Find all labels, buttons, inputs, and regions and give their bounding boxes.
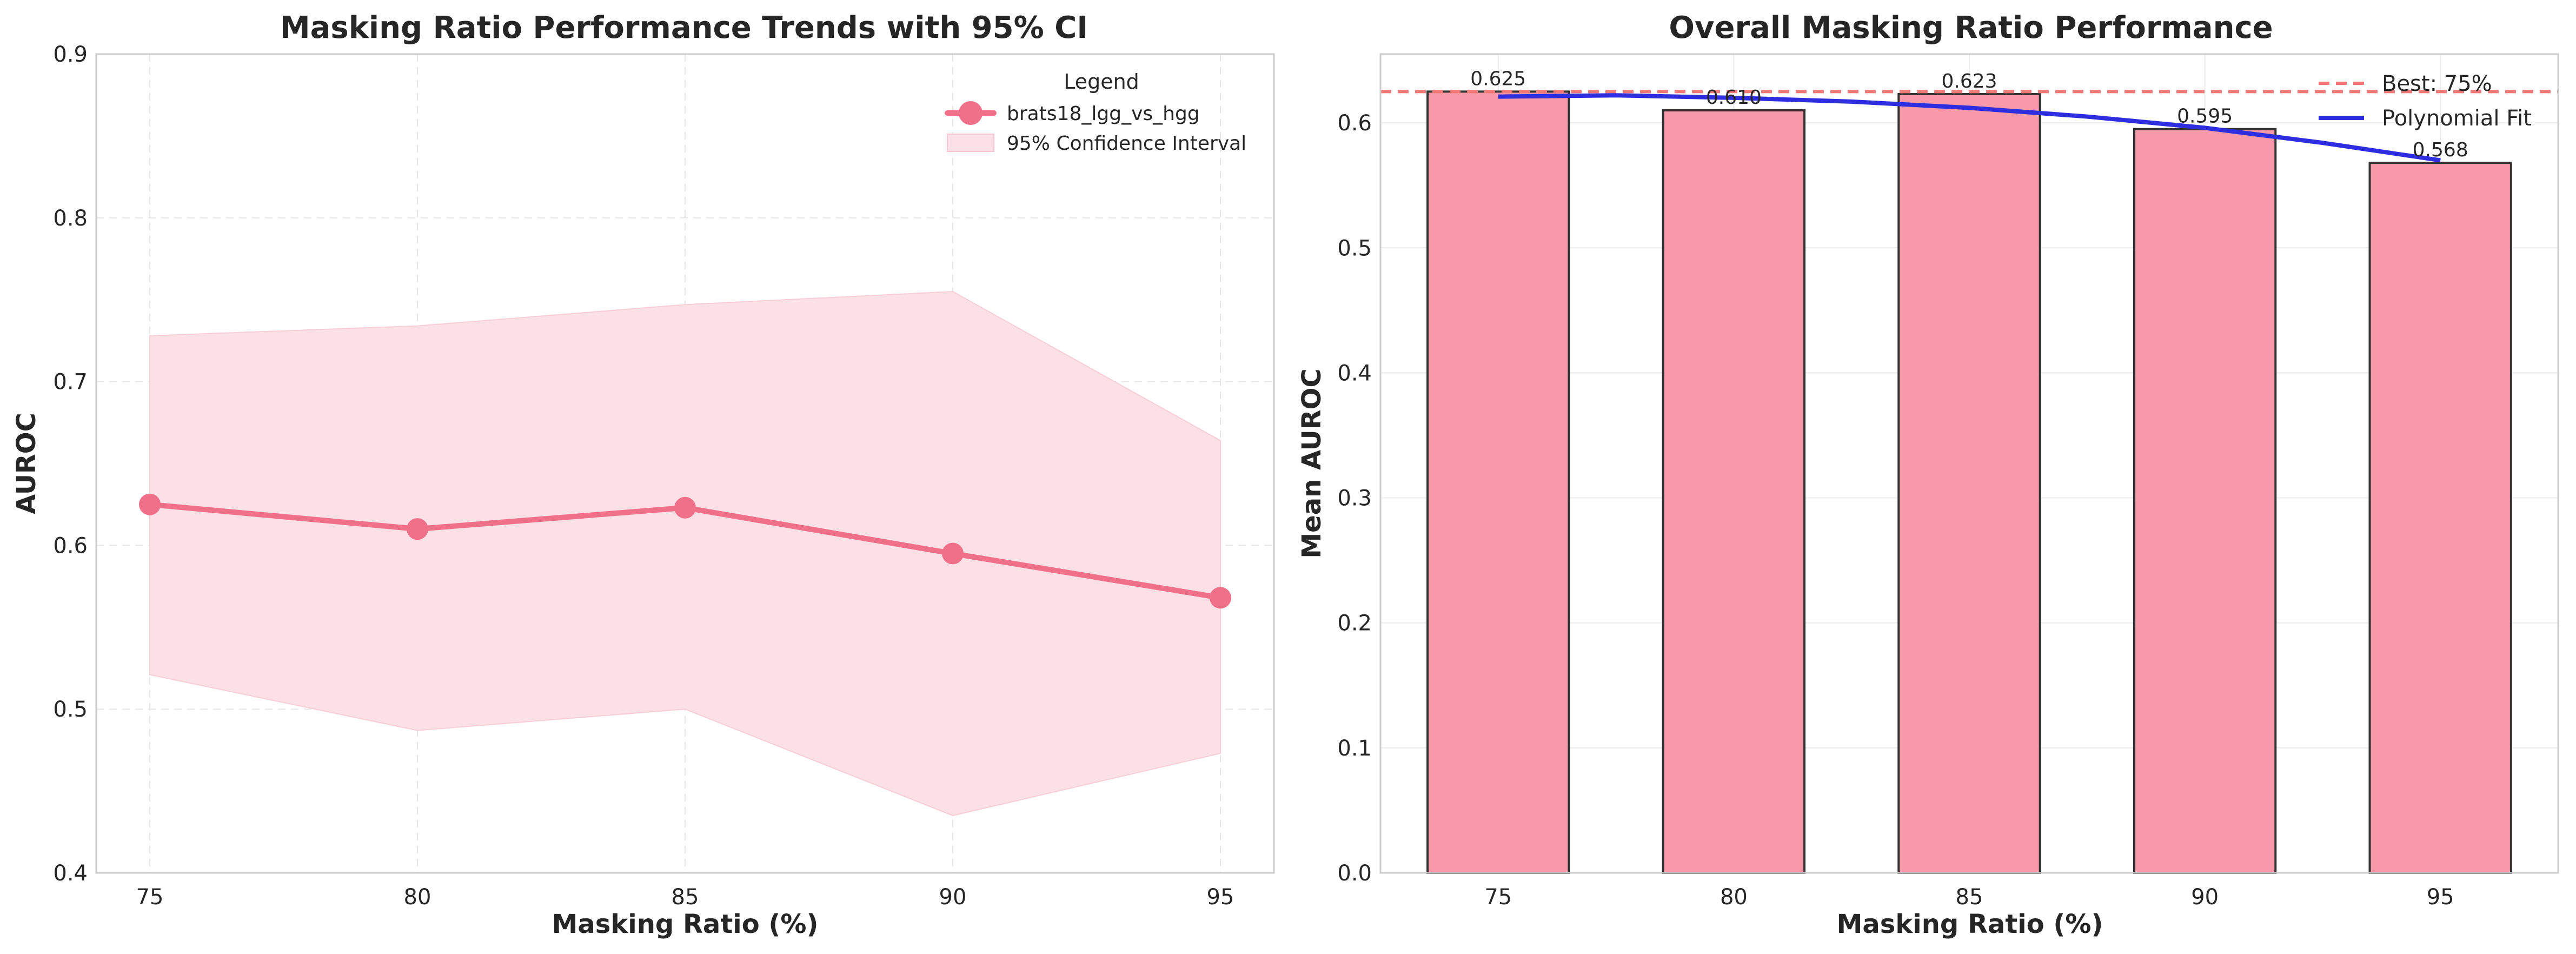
left-legend-ci-swatch [947, 134, 994, 152]
left-y-tick-label: 0.8 [53, 206, 88, 231]
right-legend: Best: 75% Polynomial Fit [2319, 71, 2532, 131]
data-point [407, 518, 428, 540]
data-point [942, 542, 964, 565]
polynomial-fit-line [1498, 93, 2441, 163]
left-plot-frame [95, 53, 1275, 874]
left-legend-entry-series: brats18_lgg_vs_hgg [1007, 103, 1200, 125]
bar [1897, 92, 2041, 874]
bar-value-label: 0.623 [1941, 70, 1997, 92]
left-legend-marker-swatch [959, 101, 982, 125]
right-chart: Overall Masking Ratio Performance 0.6250… [1297, 10, 2559, 939]
ci-band [149, 291, 1221, 817]
right-y-tick-label: 0.3 [1337, 486, 1372, 511]
left-x-tick-label: 90 [939, 885, 967, 910]
left-y-tick-label: 0.7 [53, 370, 88, 395]
right-plot-area: 0.625 0.610 0.623 0.595 0.568 [1380, 68, 2558, 875]
left-legend-title: Legend [1064, 70, 1139, 94]
left-x-tick-label: 80 [404, 885, 431, 910]
right-legend-entry-best: Best: 75% [2382, 71, 2492, 96]
bar-value-label: 0.595 [2177, 105, 2233, 128]
data-point [1210, 587, 1231, 609]
left-chart: Masking Ratio Performance Trends with 95… [11, 10, 1275, 939]
left-y-tick-label: 0.4 [53, 861, 88, 886]
bar [2368, 162, 2512, 874]
bar [2133, 128, 2277, 875]
left-chart-title: Masking Ratio Performance Trends with 95… [280, 10, 1088, 45]
right-x-tick-label: 80 [1720, 885, 1748, 910]
bar [1662, 109, 1806, 875]
left-x-tick-label: 95 [1207, 885, 1234, 910]
right-x-tick-label: 75 [1484, 885, 1512, 910]
bar-value-label: 0.625 [1470, 68, 1526, 90]
right-y-tick-label: 0.6 [1337, 111, 1372, 136]
left-y-tick-label: 0.5 [53, 697, 88, 722]
data-point [674, 496, 696, 519]
right-plot-frame [1379, 53, 2559, 874]
left-y-axis-label: AUROC [11, 413, 42, 514]
right-chart-title: Overall Masking Ratio Performance [1669, 10, 2273, 45]
right-y-tick-label: 0.5 [1337, 236, 1372, 261]
right-y-tick-label: 0.1 [1337, 736, 1372, 761]
left-legend: Legend brats18_lgg_vs_hgg 95% Confidence… [945, 70, 1246, 155]
right-y-tick-label: 0.4 [1337, 361, 1372, 386]
right-x-tick-label: 90 [2191, 885, 2219, 910]
left-legend-entry-ci: 95% Confidence Interval [1007, 132, 1246, 155]
right-y-tick-label: 0.2 [1337, 611, 1372, 636]
right-legend-entry-fit: Polynomial Fit [2382, 106, 2532, 131]
left-tick-labels: 0.4 0.5 0.6 0.7 0.8 0.9 75 80 85 90 95 [53, 42, 1234, 910]
right-y-tick-label: 0.0 [1337, 861, 1372, 886]
left-y-tick-label: 0.6 [53, 533, 88, 558]
right-x-axis-label: Masking Ratio (%) [1837, 909, 2103, 939]
bar [1426, 90, 1570, 874]
right-tick-labels: 0.0 0.1 0.2 0.3 0.4 0.5 0.6 75 80 85 90 95 [1337, 111, 2454, 910]
left-y-tick-label: 0.9 [53, 42, 88, 67]
left-plot-area [139, 291, 1231, 817]
left-x-tick-label: 85 [672, 885, 699, 910]
left-x-axis-label: Masking Ratio (%) [552, 909, 819, 939]
bar-value-label: 0.568 [2413, 139, 2468, 161]
right-y-axis-label: Mean AUROC [1297, 368, 1327, 558]
left-x-tick-label: 75 [136, 885, 164, 910]
right-x-tick-label: 95 [2427, 885, 2454, 910]
data-point [139, 493, 161, 515]
bar-value-label: 0.610 [1706, 87, 1762, 109]
right-x-tick-label: 85 [1956, 885, 1983, 910]
